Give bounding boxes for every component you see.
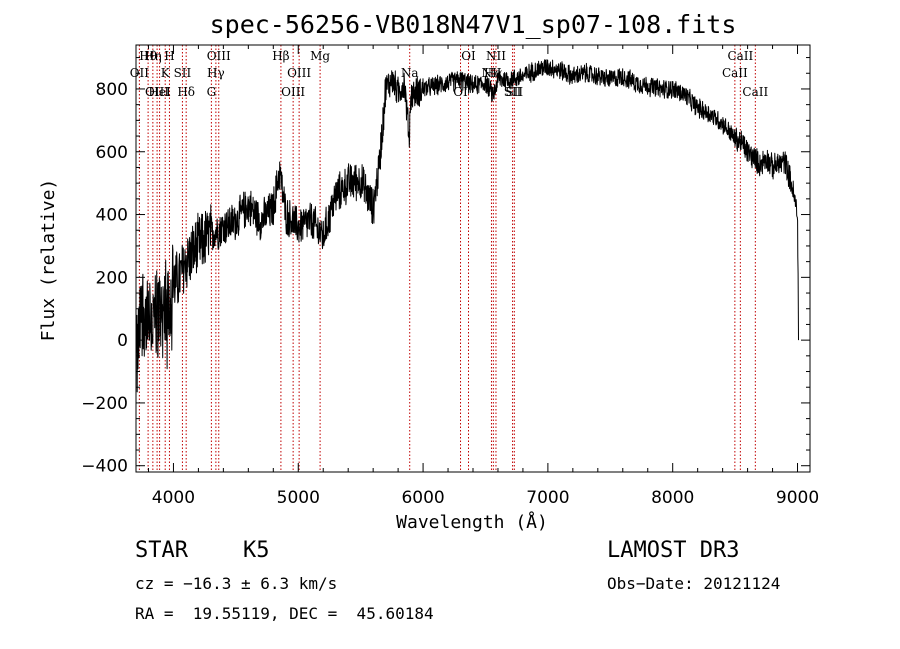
- emission-line-label-2: OIII: [145, 85, 169, 99]
- x-tick-label-3: 7000: [526, 488, 569, 508]
- emission-line-label-15: Mg: [310, 49, 330, 63]
- emission-line-label-25: CaII: [722, 66, 748, 80]
- spectrum-line: [136, 59, 799, 393]
- y-tick-label-3: 200: [96, 268, 128, 288]
- x-tick-label-4: 8000: [651, 488, 694, 508]
- emission-line-label-18: OI: [461, 49, 476, 63]
- x-tick-label-2: 6000: [401, 488, 444, 508]
- y-axis-ticks: −400 −200 0 200 400 600 800: [81, 57, 810, 477]
- emission-line-label-4: K: [161, 66, 171, 80]
- object-type: STAR: [135, 538, 188, 563]
- emission-line-label-6: H: [164, 49, 174, 63]
- survey-name: LAMOST DR3: [607, 538, 740, 563]
- emission-line-label-3: Hη: [144, 49, 162, 63]
- observation-date: Obs−Date: 20121124: [607, 574, 781, 593]
- emission-line-label-21: NII: [486, 49, 506, 63]
- emission-line-label-14: OIII: [281, 85, 305, 99]
- y-tick-label-5: 600: [96, 143, 128, 163]
- x-axis-ticks: 4000 5000 6000 7000 8000 9000: [147, 45, 819, 508]
- emission-line-label-7: SII: [174, 66, 192, 80]
- emission-line-label-9: OIII: [207, 49, 231, 63]
- emission-line-label-17: OI: [453, 85, 468, 99]
- emission-line-label-10: Hγ: [207, 66, 225, 80]
- emission-line-label-24: CaII: [727, 49, 753, 63]
- emission-line-label-0: Hθ: [139, 49, 157, 63]
- x-tick-label-1: 5000: [277, 488, 320, 508]
- emission-line-label-26: CaII: [742, 85, 768, 99]
- emission-line-label-8: Hδ: [177, 85, 195, 99]
- emission-line-label-20: SII: [504, 85, 522, 99]
- emission-line-label-13: OIII: [287, 66, 311, 80]
- redshift-velocity: cz = −16.3 ± 6.3 km/s: [135, 574, 338, 593]
- y-tick-label-1: −200: [81, 394, 128, 414]
- y-axis-label: Flux (relative): [38, 179, 59, 342]
- coordinates: RA = 19.55119, DEC = 45.60184: [135, 604, 434, 623]
- emission-line-label-5: HeI: [148, 85, 171, 99]
- emission-line-label-23: SII: [505, 85, 523, 99]
- chart-title: spec-56256-VB018N47V1_sp07-108.fits: [210, 10, 737, 39]
- x-axis-label: Wavelength (Å): [396, 511, 548, 533]
- emission-line-label-11: G: [207, 85, 217, 99]
- emission-line-label-22: NII: [481, 66, 501, 80]
- emission-line-label-12: Hβ: [272, 49, 289, 63]
- y-tick-label-2: 0: [117, 331, 128, 351]
- emission-line-label-16: Na: [401, 66, 419, 80]
- x-tick-label-0: 4000: [152, 488, 195, 508]
- y-tick-label-6: 800: [96, 80, 128, 100]
- y-tick-label-0: −400: [81, 457, 128, 477]
- emission-line-markers: [138, 45, 756, 472]
- y-tick-label-4: 400: [96, 206, 128, 226]
- object-subclass: K5: [243, 538, 270, 563]
- x-tick-label-5: 9000: [776, 488, 819, 508]
